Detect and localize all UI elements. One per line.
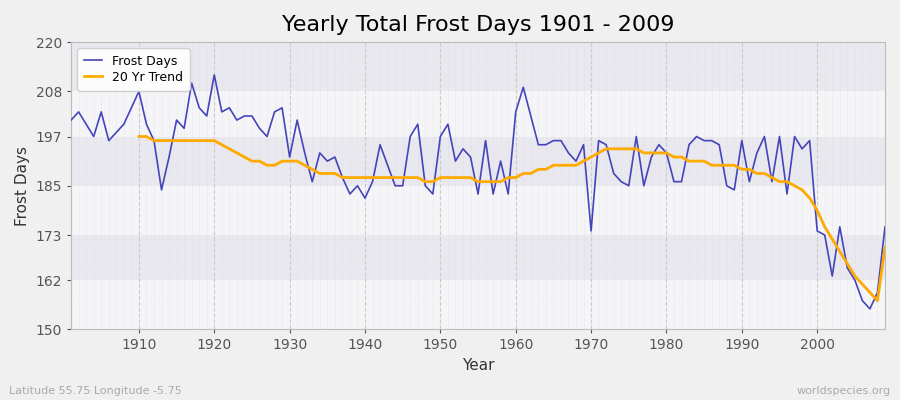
Bar: [71, 186, 885, 235]
Bar: [71, 136, 885, 186]
20 Yr Trend: [819, 224, 830, 229]
20 Yr Trend: [842, 261, 852, 266]
Frost Days: [865, 306, 876, 311]
Bar: [71, 42, 885, 91]
Frost Days: [510, 110, 521, 114]
Legend: Frost Days, 20 Yr Trend: Frost Days, 20 Yr Trend: [77, 48, 190, 91]
20 Yr Trend: [879, 245, 890, 250]
Bar: [71, 235, 885, 280]
20 Yr Trend: [578, 159, 589, 164]
Line: 20 Yr Trend: 20 Yr Trend: [139, 136, 885, 301]
Frost Days: [345, 192, 356, 196]
Frost Days: [300, 150, 310, 155]
Bar: [71, 280, 885, 330]
20 Yr Trend: [276, 159, 287, 164]
Frost Days: [209, 72, 220, 77]
X-axis label: Year: Year: [462, 358, 494, 373]
Bar: [71, 91, 885, 136]
Frost Days: [126, 105, 137, 110]
20 Yr Trend: [872, 298, 883, 303]
Title: Yearly Total Frost Days 1901 - 2009: Yearly Total Frost Days 1901 - 2009: [282, 15, 674, 35]
Frost Days: [66, 118, 77, 122]
20 Yr Trend: [307, 167, 318, 172]
Frost Days: [518, 85, 528, 90]
20 Yr Trend: [518, 171, 528, 176]
20 Yr Trend: [133, 134, 144, 139]
Line: Frost Days: Frost Days: [71, 75, 885, 309]
Text: worldspecies.org: worldspecies.org: [796, 386, 891, 396]
Y-axis label: Frost Days: Frost Days: [15, 146, 30, 226]
Frost Days: [879, 224, 890, 229]
Frost Days: [608, 171, 619, 176]
Text: Latitude 55.75 Longitude -5.75: Latitude 55.75 Longitude -5.75: [9, 386, 182, 396]
